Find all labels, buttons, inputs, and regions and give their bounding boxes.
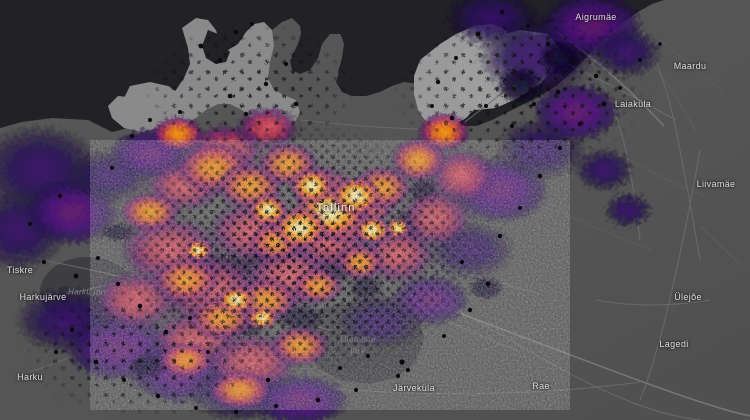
point-cluster-southwest bbox=[10, 270, 300, 420]
point-cluster-northwest bbox=[130, 10, 380, 180]
point-cluster-northeast bbox=[380, 0, 680, 200]
road-local-h bbox=[699, 225, 741, 265]
road-lagedi-link bbox=[595, 299, 711, 306]
point-outliers bbox=[27, 9, 662, 415]
